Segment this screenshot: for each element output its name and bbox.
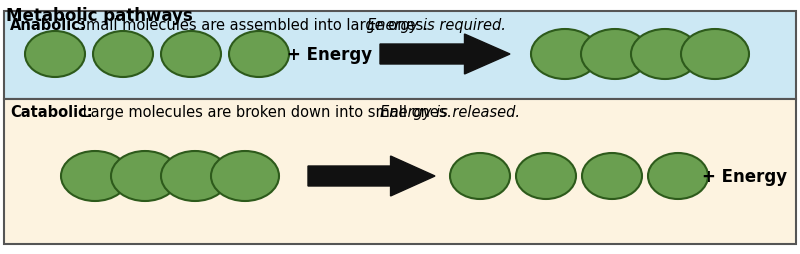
- Ellipse shape: [93, 32, 153, 78]
- Text: Small molecules are assembled into large ones.: Small molecules are assembled into large…: [72, 18, 433, 33]
- Ellipse shape: [631, 30, 699, 80]
- Ellipse shape: [450, 153, 510, 199]
- Ellipse shape: [229, 32, 289, 78]
- FancyBboxPatch shape: [4, 100, 796, 244]
- Polygon shape: [308, 156, 435, 196]
- Text: Catabolic:: Catabolic:: [10, 105, 93, 120]
- Text: + Energy: + Energy: [287, 46, 373, 64]
- Ellipse shape: [648, 153, 708, 199]
- Ellipse shape: [25, 32, 85, 78]
- Ellipse shape: [516, 153, 576, 199]
- Ellipse shape: [582, 153, 642, 199]
- Text: Metabolic pathways: Metabolic pathways: [6, 7, 193, 25]
- Text: Anabolic:: Anabolic:: [10, 18, 86, 33]
- Text: Large molecules are broken down into small ones.: Large molecules are broken down into sma…: [78, 105, 456, 120]
- FancyBboxPatch shape: [4, 12, 796, 100]
- Ellipse shape: [581, 30, 649, 80]
- Ellipse shape: [161, 151, 229, 201]
- Ellipse shape: [531, 30, 599, 80]
- Text: Energy is required.: Energy is required.: [367, 18, 506, 33]
- Ellipse shape: [111, 151, 179, 201]
- Ellipse shape: [161, 32, 221, 78]
- Text: + Energy: + Energy: [702, 167, 787, 185]
- Ellipse shape: [61, 151, 129, 201]
- Polygon shape: [380, 35, 510, 75]
- Ellipse shape: [681, 30, 749, 80]
- Text: Energy is released.: Energy is released.: [380, 105, 520, 120]
- Ellipse shape: [211, 151, 279, 201]
